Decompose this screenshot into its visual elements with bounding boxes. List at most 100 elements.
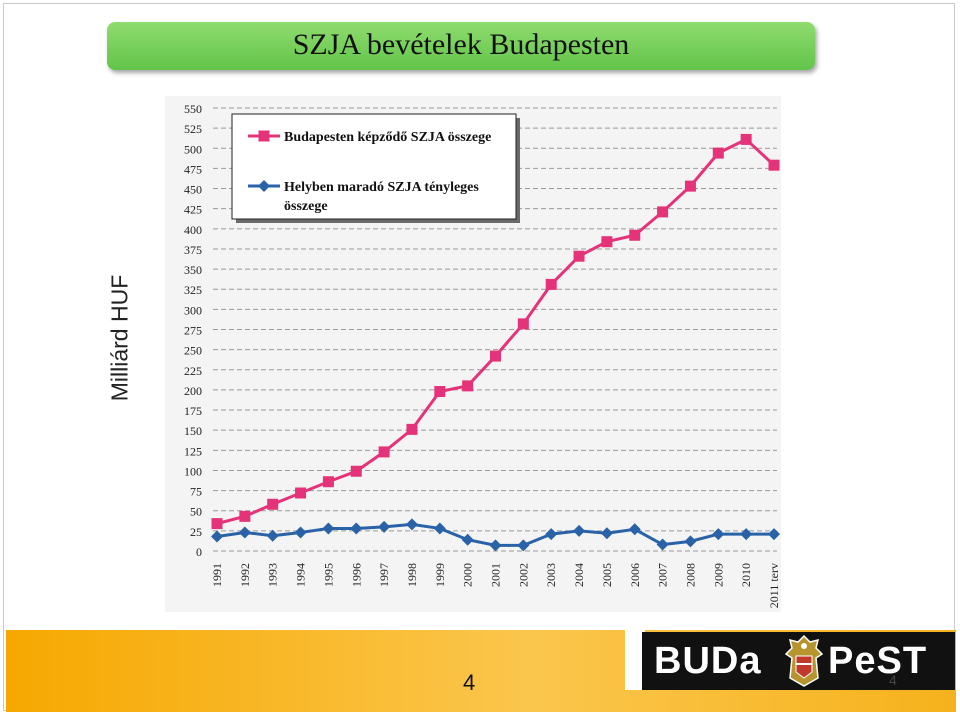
x-tick-label: 1991	[210, 563, 224, 587]
y-tick-label: 475	[184, 162, 202, 176]
y-tick-label: 525	[184, 122, 202, 136]
x-tick-label: 2010	[739, 563, 753, 587]
y-tick-label: 275	[184, 324, 202, 338]
x-tick-label: 2005	[600, 563, 614, 587]
data-point-diamond	[628, 523, 641, 536]
y-tick-label: 100	[184, 464, 202, 478]
logo-text-right: PeST	[828, 640, 928, 682]
line-chart: 0 25 50 75 100 125 150 175 200 225 250 275 300 325 350…	[184, 102, 781, 608]
data-point-diamond	[461, 533, 474, 546]
data-point-square	[295, 487, 307, 499]
x-tick-label: 2006	[628, 563, 642, 587]
data-point-diamond	[211, 530, 223, 543]
data-point-diamond	[378, 520, 391, 533]
x-tick-label: 1998	[405, 563, 419, 587]
data-point-diamond	[322, 522, 335, 535]
x-tick-label: 1999	[433, 563, 447, 587]
data-point-square	[517, 318, 529, 330]
data-point-diamond	[405, 518, 418, 531]
y-tick-label: 150	[184, 424, 202, 438]
legend-label-continued: összege	[284, 199, 328, 214]
legend-marker-diamond	[258, 180, 270, 192]
data-point-square	[740, 133, 752, 145]
y-tick-label: 250	[184, 344, 202, 358]
data-point-square	[573, 250, 585, 262]
logo-text-left: BUDa	[654, 640, 762, 682]
x-tick-label: 1996	[349, 563, 363, 587]
data-point-diamond	[266, 529, 279, 542]
data-point-diamond	[684, 535, 697, 548]
y-tick-label: 175	[184, 404, 202, 418]
x-tick-label: 2003	[544, 563, 558, 587]
x-tick-label: 1995	[321, 563, 335, 587]
logo-spacer	[625, 630, 645, 690]
y-tick-label: 300	[184, 303, 202, 317]
data-point-square	[629, 229, 641, 241]
data-point-square	[712, 147, 724, 159]
y-tick-label: 0	[196, 545, 202, 559]
data-point-square	[545, 278, 557, 290]
y-tick-label: 500	[184, 142, 202, 156]
legend-box	[231, 113, 517, 220]
data-point-square	[211, 518, 223, 530]
x-tick-label: 2002	[516, 563, 530, 587]
data-point-square	[768, 159, 780, 171]
data-point-diamond	[656, 538, 669, 551]
y-tick-label: 350	[184, 263, 202, 277]
y-tick-label: 225	[184, 364, 202, 378]
x-tick-label: 2001	[489, 563, 503, 587]
data-point-square	[462, 380, 474, 392]
legend-marker-square	[258, 130, 270, 142]
data-point-square	[657, 206, 669, 218]
x-tick-label: 2008	[683, 563, 697, 587]
y-axis-label: Milliárd HUF	[106, 274, 133, 402]
x-tick-label: 1993	[266, 563, 280, 587]
x-tick-label: 1994	[294, 563, 308, 587]
data-point-square	[267, 498, 279, 510]
y-tick-label: 200	[184, 384, 202, 398]
x-tick-label: 1997	[377, 563, 391, 587]
y-tick-label: 75	[190, 485, 202, 499]
y-tick-label: 450	[184, 183, 202, 197]
coat-of-arms-icon	[784, 634, 824, 687]
x-tick-label: 2009	[711, 563, 725, 587]
data-point-diamond	[489, 539, 502, 552]
data-point-square	[239, 510, 251, 522]
data-point-diamond	[238, 526, 251, 539]
data-point-diamond	[433, 522, 446, 535]
data-point-diamond	[517, 539, 530, 552]
x-tick-label: 2000	[461, 563, 475, 587]
data-point-diamond	[350, 522, 363, 535]
legend-label: Budapesten képződő SZJA összege	[284, 130, 491, 145]
y-tick-label: 50	[190, 505, 202, 519]
data-point-square	[684, 180, 696, 192]
data-point-diamond	[712, 528, 725, 541]
x-tick-label: 2007	[656, 563, 670, 587]
chart-area: 0 25 50 75 100 125 150 175 200 225 250 275 300 325 350…	[165, 96, 781, 612]
y-tick-label: 125	[184, 444, 202, 458]
x-tick-label: 1992	[238, 563, 252, 587]
data-point-diamond	[600, 527, 613, 540]
y-tick-label: 25	[190, 525, 202, 539]
data-point-diamond	[768, 528, 780, 541]
data-point-square	[601, 236, 613, 248]
y-tick-label: 325	[184, 283, 202, 297]
y-tick-label: 425	[184, 203, 202, 217]
data-point-square	[406, 423, 418, 435]
data-point-diamond	[740, 528, 753, 541]
legend-label: Helyben maradó SZJA tényleges	[284, 180, 479, 195]
y-tick-label: 550	[184, 102, 202, 116]
title-banner: SZJA bevételek Budapesten	[107, 22, 815, 70]
data-point-diamond	[545, 528, 558, 541]
data-point-square	[350, 465, 362, 477]
x-tick-label: 2011 terv	[767, 563, 781, 608]
slide-title: SZJA bevételek Budapesten	[292, 28, 630, 61]
budapest-logo: BUDa PeST	[642, 632, 955, 690]
page-number-small: 4	[889, 672, 897, 688]
data-point-square	[490, 350, 501, 362]
page-number: 4	[463, 670, 476, 695]
data-point-square	[378, 446, 390, 458]
data-point-square	[434, 386, 446, 398]
y-tick-label: 375	[184, 243, 202, 257]
data-point-diamond	[294, 526, 307, 539]
